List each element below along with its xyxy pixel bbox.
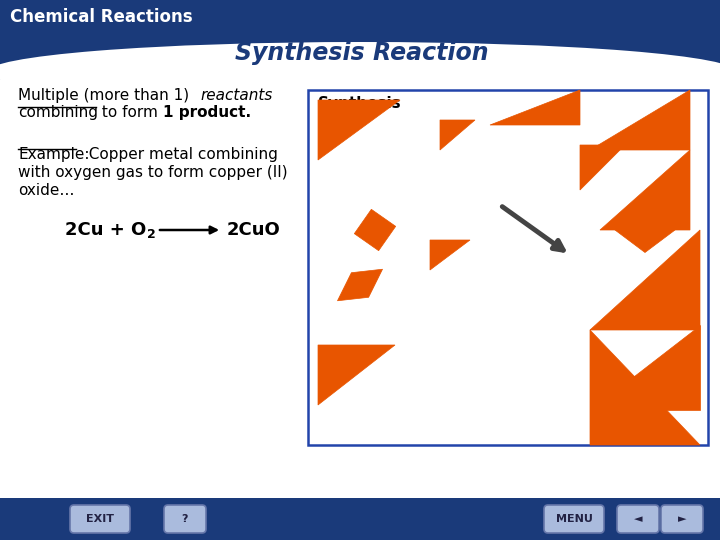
Polygon shape [318,345,395,405]
FancyBboxPatch shape [617,505,659,533]
Polygon shape [354,210,396,251]
Text: combining: combining [18,105,98,120]
Text: Synthesis Reaction: Synthesis Reaction [235,41,489,65]
Text: reactants: reactants [200,88,272,103]
FancyBboxPatch shape [661,505,703,533]
Bar [0,498,720,540]
Polygon shape [318,100,400,160]
Polygon shape [580,145,625,190]
Text: 1 product.: 1 product. [163,105,251,120]
FancyBboxPatch shape [0,25,720,506]
Polygon shape [590,90,690,150]
Text: ?: ? [181,514,188,524]
Text: EXIT: EXIT [86,514,114,524]
Ellipse shape [0,42,720,102]
Text: Example:: Example: [18,147,89,162]
Polygon shape [430,240,470,270]
Polygon shape [590,330,700,445]
FancyBboxPatch shape [0,22,720,80]
Polygon shape [590,325,700,410]
Text: ►: ► [678,514,686,524]
FancyBboxPatch shape [70,505,130,533]
Bar [0,0,720,33]
Polygon shape [615,207,675,253]
Text: 2: 2 [147,228,156,241]
Polygon shape [440,120,475,150]
Polygon shape [490,90,580,125]
Text: MENU: MENU [556,514,593,524]
Text: with oxygen gas to form copper (II): with oxygen gas to form copper (II) [18,165,287,180]
Text: Chemical Reactions: Chemical Reactions [10,8,193,26]
Text: 2CuO: 2CuO [227,221,281,239]
Text: 2Cu + O: 2Cu + O [65,221,146,239]
Text: Multiple (more than 1): Multiple (more than 1) [18,88,194,103]
Polygon shape [590,230,700,330]
Polygon shape [338,269,382,301]
Text: oxide…: oxide… [18,183,74,198]
FancyBboxPatch shape [308,90,708,445]
Polygon shape [600,150,690,230]
Text: Copper metal combining: Copper metal combining [79,147,278,162]
FancyBboxPatch shape [164,505,206,533]
Text: ◄: ◄ [634,514,642,524]
FancyBboxPatch shape [544,505,604,533]
Text: to form: to form [97,105,163,120]
Text: Synthesis: Synthesis [318,96,402,111]
